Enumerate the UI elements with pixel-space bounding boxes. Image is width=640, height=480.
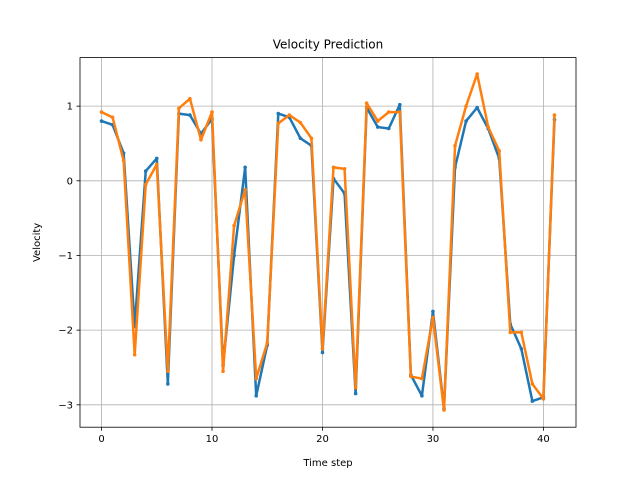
series-2-point bbox=[110, 115, 115, 120]
series-2-point bbox=[552, 113, 557, 117]
series-2-point bbox=[154, 162, 159, 167]
x-tick-label: 10 bbox=[206, 434, 219, 445]
chart-title: Velocity Prediction bbox=[273, 38, 384, 52]
series-1-point bbox=[386, 126, 391, 131]
x-tick-label: 30 bbox=[427, 434, 440, 445]
y-axis-ticks: −3 −2 −1 0 1 bbox=[58, 102, 80, 411]
series-2-line bbox=[101, 72, 556, 412]
series-2-point bbox=[364, 101, 369, 105]
series-2-point bbox=[221, 369, 225, 374]
series-2-point bbox=[431, 315, 435, 320]
plot-frame bbox=[79, 57, 577, 428]
series-1-point bbox=[188, 113, 192, 117]
y-tick-label: 0 bbox=[67, 176, 73, 187]
series-1-point bbox=[530, 399, 535, 403]
series-1-point bbox=[398, 102, 402, 107]
series-2-point bbox=[132, 352, 137, 357]
series-2-point bbox=[188, 96, 192, 101]
x-axis-ticks: 0 10 20 30 40 bbox=[98, 427, 550, 445]
series-2-point bbox=[497, 149, 502, 153]
x-tick-label: 40 bbox=[537, 434, 550, 445]
series-2-point bbox=[121, 158, 126, 163]
series-2-point bbox=[486, 125, 490, 129]
series-2-point bbox=[420, 376, 424, 381]
series-2-point bbox=[464, 104, 468, 108]
series-1-point bbox=[243, 165, 247, 170]
series-2-point bbox=[166, 369, 170, 374]
data-series bbox=[99, 72, 557, 412]
series-2-point bbox=[265, 341, 270, 345]
series-2-point bbox=[298, 120, 303, 125]
series-1-point bbox=[431, 309, 435, 314]
series-2-point bbox=[442, 408, 446, 412]
y-axis-label: Velocity bbox=[32, 223, 43, 262]
series-2-point bbox=[287, 113, 292, 117]
series-1-point bbox=[475, 105, 479, 110]
series-2-point bbox=[475, 72, 479, 76]
series-2-point bbox=[453, 143, 457, 148]
series-1-point bbox=[232, 253, 236, 258]
y-tick-label: −3 bbox=[58, 400, 73, 411]
series-1-point bbox=[519, 347, 524, 351]
series-2-point bbox=[508, 330, 513, 335]
x-axis-label: Time step bbox=[302, 458, 352, 469]
series-2-point bbox=[99, 110, 104, 114]
series-2-point bbox=[143, 182, 148, 187]
series-1-point bbox=[320, 350, 325, 355]
series-1-point bbox=[464, 119, 468, 123]
series-1-point bbox=[353, 391, 358, 396]
series-2-point bbox=[243, 187, 247, 192]
series-1-point bbox=[166, 382, 170, 386]
series-2-point bbox=[541, 397, 546, 401]
series-1-point bbox=[254, 394, 258, 398]
y-tick-label: 1 bbox=[67, 102, 73, 113]
series-2-point bbox=[386, 110, 391, 114]
series-2-point bbox=[409, 374, 413, 379]
series-2-point bbox=[530, 382, 535, 386]
series-2-point bbox=[320, 347, 325, 351]
series-2-point bbox=[210, 110, 214, 114]
series-2-point bbox=[254, 376, 258, 381]
series-2-point bbox=[309, 136, 314, 141]
series-2-point bbox=[375, 119, 380, 123]
series-1-point bbox=[143, 169, 148, 173]
series-2-point bbox=[331, 165, 336, 170]
series-2-point bbox=[276, 121, 281, 126]
series-1-point bbox=[154, 156, 159, 161]
series-2 bbox=[99, 72, 557, 412]
x-tick-label: 20 bbox=[316, 434, 329, 445]
series-1-point bbox=[375, 125, 380, 129]
series-1-point bbox=[99, 119, 104, 123]
series-2-point bbox=[199, 137, 203, 142]
series-1-point bbox=[298, 136, 303, 141]
series-2-point bbox=[177, 106, 181, 111]
series-2-point bbox=[342, 167, 347, 171]
y-tick-label: −2 bbox=[58, 326, 73, 337]
series-1-point bbox=[420, 394, 424, 398]
series-2-point bbox=[232, 223, 236, 228]
series-1-point bbox=[276, 111, 281, 116]
series-2-point bbox=[398, 110, 402, 114]
x-tick-label: 0 bbox=[98, 434, 104, 445]
y-tick-label: −1 bbox=[58, 251, 73, 262]
series-2-point bbox=[519, 330, 524, 335]
series-2-point bbox=[353, 385, 358, 390]
